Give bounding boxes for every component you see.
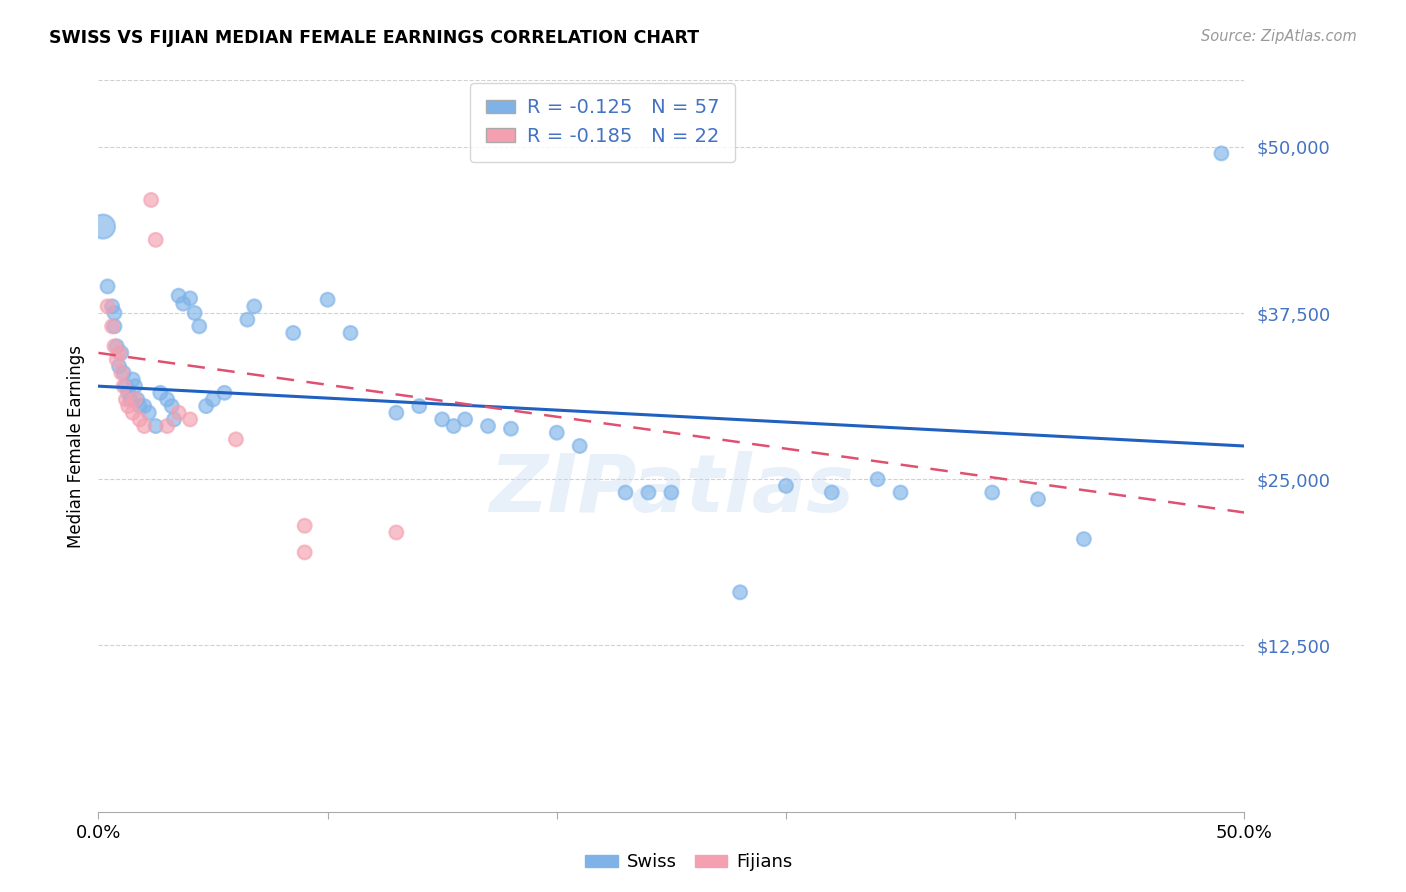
Point [110, 366, 132, 380]
Point [866, 472, 889, 486]
Point [728, 585, 751, 599]
Point [430, 412, 453, 426]
Point [128, 399, 150, 413]
Point [546, 425, 568, 440]
Point [112, 366, 135, 380]
Point [179, 292, 201, 306]
Point [316, 293, 339, 307]
Point [225, 433, 247, 447]
Point [408, 399, 430, 413]
Point [172, 296, 194, 310]
Point [108, 346, 131, 360]
Point [149, 385, 172, 400]
Point [179, 412, 201, 426]
Point [121, 372, 143, 386]
Point [889, 485, 911, 500]
Point [339, 326, 361, 340]
Point [283, 326, 305, 340]
Point [294, 518, 316, 533]
Point [101, 299, 124, 313]
Point [156, 392, 179, 407]
Point [443, 419, 465, 434]
Point [160, 399, 183, 413]
Point [115, 392, 138, 407]
Point [614, 485, 637, 500]
Point [128, 412, 150, 426]
Point [101, 319, 124, 334]
Point [115, 379, 138, 393]
Point [97, 299, 120, 313]
Point [188, 319, 211, 334]
Point [568, 439, 591, 453]
Point [124, 392, 146, 407]
Point [138, 406, 160, 420]
Point [112, 379, 135, 393]
Point [117, 385, 139, 400]
Point [167, 289, 190, 303]
Point [385, 525, 408, 540]
Point [167, 406, 190, 420]
Point [103, 339, 125, 353]
Point [202, 392, 225, 407]
Point [91, 219, 114, 234]
Point [1211, 146, 1233, 161]
Point [117, 399, 139, 413]
Point [214, 385, 236, 400]
Point [1026, 492, 1049, 507]
Point [120, 392, 142, 407]
Point [134, 419, 156, 434]
Point [103, 319, 125, 334]
Y-axis label: Median Female Earnings: Median Female Earnings [66, 344, 84, 548]
Point [236, 312, 259, 326]
Point [156, 419, 179, 434]
Point [124, 379, 146, 393]
Point [103, 306, 125, 320]
Legend: Swiss, Fijians: Swiss, Fijians [578, 847, 800, 879]
Point [110, 346, 132, 360]
Text: ZIPatlas: ZIPatlas [489, 450, 853, 529]
Point [981, 485, 1004, 500]
Point [183, 306, 205, 320]
Point [454, 412, 477, 426]
Point [821, 485, 844, 500]
Point [477, 419, 499, 434]
Point [243, 299, 266, 313]
Point [661, 485, 683, 500]
Point [637, 485, 659, 500]
Point [97, 279, 120, 293]
Point [105, 352, 128, 367]
Point [145, 233, 167, 247]
Text: Source: ZipAtlas.com: Source: ZipAtlas.com [1201, 29, 1357, 44]
Point [499, 422, 522, 436]
Point [145, 419, 167, 434]
Point [195, 399, 218, 413]
Legend: R = -0.125   N = 57, R = -0.185   N = 22: R = -0.125 N = 57, R = -0.185 N = 22 [471, 83, 735, 161]
Point [139, 193, 162, 207]
Point [1073, 532, 1095, 546]
Point [163, 412, 186, 426]
Point [134, 399, 156, 413]
Point [121, 406, 143, 420]
Point [385, 406, 408, 420]
Point [127, 392, 149, 407]
Point [108, 359, 131, 374]
Text: SWISS VS FIJIAN MEDIAN FEMALE EARNINGS CORRELATION CHART: SWISS VS FIJIAN MEDIAN FEMALE EARNINGS C… [49, 29, 699, 46]
Point [294, 545, 316, 559]
Point [105, 339, 128, 353]
Point [775, 479, 797, 493]
